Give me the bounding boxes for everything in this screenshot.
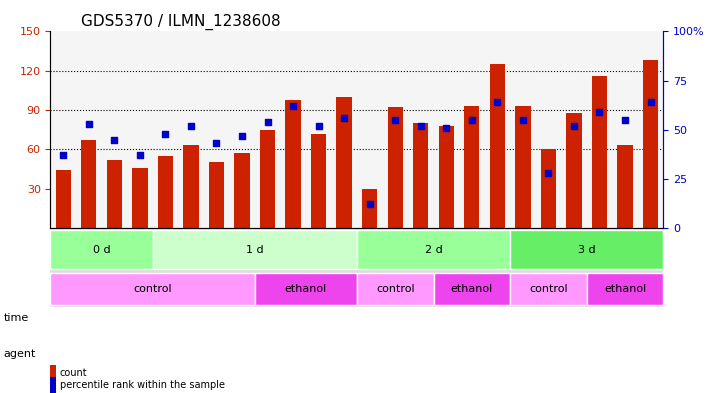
Point: [619, 117, 631, 123]
Bar: [158, 156, 173, 228]
Bar: [56, 170, 71, 228]
Text: percentile rank within the sample: percentile rank within the sample: [60, 380, 225, 390]
Point: [466, 117, 477, 123]
FancyBboxPatch shape: [50, 230, 153, 270]
Bar: [490, 64, 505, 228]
Point: [441, 125, 452, 131]
Bar: [362, 189, 377, 228]
Bar: [643, 60, 658, 228]
Text: control: control: [529, 284, 567, 294]
Bar: [81, 140, 97, 228]
Point: [109, 136, 120, 143]
Bar: [388, 107, 403, 228]
Text: count: count: [60, 368, 87, 378]
Text: ethanol: ethanol: [604, 284, 646, 294]
Point: [492, 99, 503, 105]
Point: [364, 201, 376, 208]
FancyBboxPatch shape: [50, 274, 255, 305]
Text: 2 d: 2 d: [425, 245, 443, 255]
Text: 3 d: 3 d: [578, 245, 596, 255]
Bar: [286, 99, 301, 228]
Point: [58, 152, 69, 158]
Bar: [107, 160, 122, 228]
FancyBboxPatch shape: [357, 230, 510, 270]
Bar: [413, 123, 428, 228]
FancyBboxPatch shape: [587, 274, 663, 305]
Point: [543, 170, 554, 176]
Text: ethanol: ethanol: [451, 284, 493, 294]
Text: time: time: [4, 313, 29, 323]
Bar: [566, 113, 582, 228]
Point: [389, 117, 401, 123]
Text: GDS5370 / ILMN_1238608: GDS5370 / ILMN_1238608: [81, 14, 280, 30]
Point: [83, 121, 94, 127]
FancyBboxPatch shape: [510, 274, 587, 305]
Bar: [209, 162, 224, 228]
FancyBboxPatch shape: [153, 230, 357, 270]
Bar: [337, 97, 352, 228]
Bar: [183, 145, 198, 228]
Text: control: control: [133, 284, 172, 294]
Point: [645, 99, 656, 105]
Point: [211, 140, 222, 147]
Text: 1 d: 1 d: [246, 245, 264, 255]
FancyBboxPatch shape: [255, 274, 357, 305]
Text: agent: agent: [4, 349, 36, 359]
Bar: [516, 106, 531, 228]
Bar: [464, 106, 479, 228]
Bar: [592, 76, 607, 228]
Point: [185, 123, 197, 129]
Point: [159, 130, 171, 137]
Bar: [617, 145, 633, 228]
Bar: [132, 168, 148, 228]
Point: [568, 123, 580, 129]
Bar: [438, 126, 454, 228]
Bar: [234, 153, 249, 228]
Text: control: control: [376, 284, 415, 294]
Point: [262, 119, 273, 125]
Point: [236, 132, 248, 139]
FancyBboxPatch shape: [433, 274, 510, 305]
FancyBboxPatch shape: [510, 230, 663, 270]
FancyBboxPatch shape: [357, 274, 433, 305]
Text: 0 d: 0 d: [93, 245, 110, 255]
Point: [338, 115, 350, 121]
Bar: [260, 130, 275, 228]
Bar: [541, 149, 556, 228]
Point: [593, 109, 605, 115]
Point: [415, 123, 427, 129]
Bar: [311, 134, 327, 228]
Text: ethanol: ethanol: [285, 284, 327, 294]
Point: [517, 117, 528, 123]
Point: [287, 103, 298, 109]
Point: [134, 152, 146, 158]
Point: [313, 123, 324, 129]
